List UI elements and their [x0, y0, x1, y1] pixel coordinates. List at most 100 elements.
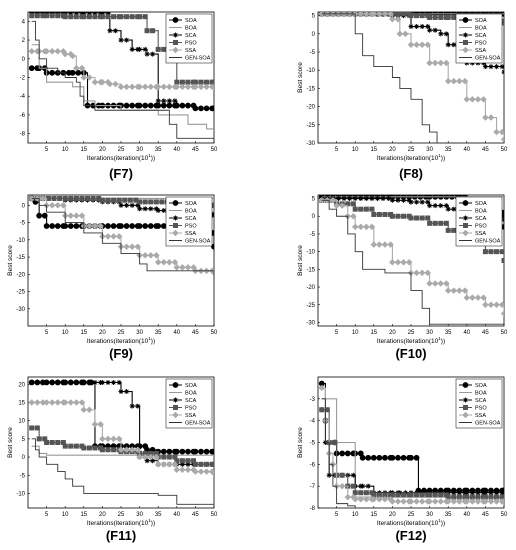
point-ssa: [171, 460, 179, 468]
point-sca: [395, 197, 401, 203]
legend-marker: [462, 46, 469, 54]
point-pso: [414, 215, 420, 221]
point-sca: [155, 208, 161, 214]
point-pso: [62, 443, 68, 449]
point-sca: [482, 490, 488, 496]
y-tick-label: 0: [22, 455, 26, 461]
point-sca: [386, 196, 392, 202]
x-tick-label: 35: [445, 512, 452, 518]
point-sca: [40, 12, 46, 16]
point-ssa: [474, 95, 482, 103]
y-tick-label: -20: [16, 272, 25, 278]
legend-marker: [172, 411, 179, 419]
point-ssa: [456, 287, 463, 294]
x-tick-label: 30: [136, 512, 143, 518]
point-ssa: [192, 468, 199, 475]
legend-marker: [462, 382, 469, 388]
point-pso: [363, 206, 369, 212]
point-sca: [137, 46, 143, 52]
x-tick-label: 25: [408, 512, 415, 518]
point-sca: [124, 37, 130, 43]
series-group: [28, 379, 214, 505]
point-ssa: [344, 493, 352, 501]
point-sca: [142, 206, 148, 212]
point-ssa: [78, 212, 86, 220]
legend-marker: [463, 405, 468, 410]
point-soa: [147, 223, 154, 229]
point-pso: [204, 461, 210, 467]
x-tick-label: 15: [80, 330, 87, 336]
panel-caption: (F9): [109, 346, 133, 361]
point-ssa: [400, 498, 407, 505]
point-sca: [456, 490, 462, 496]
point-ssa: [376, 12, 383, 18]
point-sca: [352, 196, 358, 202]
point-pso: [371, 211, 377, 217]
point-ssa: [112, 80, 119, 88]
x-tick-label: 50: [501, 330, 508, 336]
point-pso: [501, 20, 504, 26]
point-pso: [395, 213, 401, 219]
point-ssa: [166, 460, 173, 468]
point-pso: [55, 440, 61, 445]
point-pso: [81, 14, 87, 20]
point-sca: [438, 203, 444, 209]
point-ssa: [128, 83, 136, 91]
point-soa: [382, 454, 388, 461]
point-ssa: [389, 15, 396, 23]
point-pso: [44, 13, 50, 19]
point-ssa: [210, 83, 214, 91]
point-ssa: [487, 301, 495, 309]
point-ssa: [456, 498, 463, 505]
point-soa: [136, 102, 143, 109]
legend-marker: [172, 229, 179, 237]
point-ssa: [173, 466, 181, 474]
point-sca: [40, 379, 46, 385]
legend-label: SOA: [475, 18, 487, 24]
point-ssa: [197, 468, 205, 475]
y-tick-label: -15: [16, 255, 25, 261]
point-pso: [501, 258, 504, 263]
point-sca: [116, 379, 122, 385]
point-soa: [211, 448, 214, 455]
point-ssa: [318, 384, 326, 392]
point-soa: [110, 223, 117, 229]
legend-marker: [462, 200, 469, 206]
point-ssa: [493, 128, 500, 136]
point-ssa: [160, 460, 168, 468]
point-pso: [68, 443, 74, 449]
point-pso: [153, 199, 159, 205]
point-pso: [105, 447, 111, 453]
point-pso: [425, 215, 431, 221]
point-ssa: [396, 30, 404, 38]
x-tick-label: 35: [445, 330, 452, 336]
x-tick-label: 50: [211, 330, 218, 336]
point-sca: [81, 379, 87, 385]
point-pso: [488, 249, 494, 255]
point-ssa: [418, 269, 426, 277]
series-line-gen-soa: [31, 438, 214, 505]
point-ssa: [61, 399, 69, 406]
point-ssa: [381, 241, 389, 248]
point-sca: [326, 472, 332, 478]
x-tick-label: 5: [45, 512, 49, 518]
x-axis-label: Iterations(iteration(101)): [377, 153, 445, 162]
point-ssa: [323, 12, 331, 18]
panel-caption: (F11): [106, 528, 136, 543]
point-soa: [73, 223, 80, 229]
point-pso: [352, 490, 358, 496]
point-sca: [92, 12, 98, 16]
point-ssa: [110, 435, 117, 443]
point-pso: [55, 13, 61, 19]
point-sca: [150, 458, 156, 464]
point-pso: [179, 458, 185, 464]
x-tick-label: 25: [118, 147, 125, 153]
point-ssa: [493, 301, 500, 309]
point-ssa: [450, 287, 458, 294]
point-ssa: [437, 498, 445, 505]
point-ssa: [461, 77, 469, 85]
point-sca: [29, 379, 35, 385]
point-sca: [419, 24, 425, 30]
point-pso: [111, 14, 117, 20]
point-pso: [438, 492, 444, 498]
